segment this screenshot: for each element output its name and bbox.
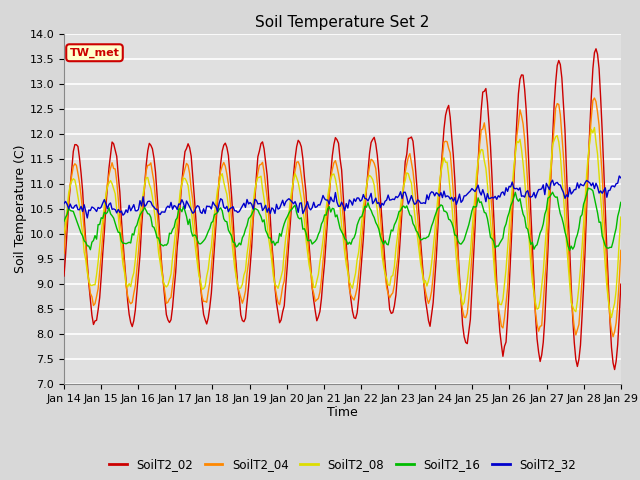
SoilT2_08 — [244, 240, 252, 246]
SoilT2_16 — [617, 200, 625, 205]
SoilT2_32 — [255, 201, 263, 206]
SoilT2_04 — [609, 334, 617, 340]
Line: SoilT2_04: SoilT2_04 — [64, 98, 621, 337]
SoilT2_02 — [617, 281, 625, 287]
SoilT2_04 — [226, 196, 234, 202]
SoilT2_08 — [60, 230, 68, 236]
SoilT2_32 — [617, 175, 625, 180]
SoilT2_08 — [129, 276, 136, 281]
SoilT2_04 — [303, 236, 311, 241]
Line: SoilT2_16: SoilT2_16 — [64, 188, 621, 251]
Line: SoilT2_02: SoilT2_02 — [64, 49, 621, 370]
SoilT2_32 — [588, 183, 595, 189]
SoilT2_32 — [246, 200, 254, 205]
SoilT2_08 — [607, 314, 615, 320]
SoilT2_08 — [591, 125, 598, 131]
SoilT2_16 — [226, 230, 234, 236]
SoilT2_02 — [303, 215, 311, 221]
Text: TW_met: TW_met — [70, 48, 120, 58]
Y-axis label: Soil Temperature (C): Soil Temperature (C) — [13, 144, 27, 273]
SoilT2_02 — [129, 324, 136, 329]
SoilT2_16 — [60, 218, 68, 224]
SoilT2_16 — [303, 238, 311, 243]
SoilT2_02 — [226, 172, 234, 178]
SoilT2_02 — [60, 273, 68, 279]
SoilT2_08 — [303, 249, 311, 254]
SoilT2_02 — [592, 46, 600, 52]
SoilT2_04 — [254, 170, 262, 176]
SoilT2_04 — [244, 260, 252, 265]
SoilT2_04 — [617, 248, 625, 253]
SoilT2_32 — [83, 215, 91, 221]
Legend: SoilT2_02, SoilT2_04, SoilT2_08, SoilT2_16, SoilT2_32: SoilT2_02, SoilT2_04, SoilT2_08, SoilT2_… — [104, 454, 580, 476]
SoilT2_08 — [586, 139, 594, 144]
SoilT2_04 — [129, 300, 136, 305]
SoilT2_08 — [254, 175, 262, 180]
SoilT2_02 — [611, 367, 618, 372]
SoilT2_04 — [591, 95, 598, 101]
SoilT2_02 — [586, 126, 594, 132]
SoilT2_08 — [226, 221, 234, 227]
SoilT2_02 — [254, 154, 262, 159]
SoilT2_32 — [130, 202, 138, 207]
SoilT2_02 — [244, 284, 252, 289]
Title: Soil Temperature Set 2: Soil Temperature Set 2 — [255, 15, 429, 30]
Line: SoilT2_08: SoilT2_08 — [64, 128, 621, 317]
SoilT2_04 — [586, 134, 594, 140]
SoilT2_32 — [60, 201, 68, 206]
SoilT2_16 — [584, 185, 592, 191]
SoilT2_32 — [305, 205, 313, 211]
SoilT2_32 — [616, 173, 623, 179]
SoilT2_04 — [60, 251, 68, 256]
SoilT2_16 — [566, 248, 573, 253]
SoilT2_32 — [228, 205, 236, 211]
SoilT2_16 — [589, 188, 596, 194]
SoilT2_16 — [129, 231, 136, 237]
Line: SoilT2_32: SoilT2_32 — [64, 176, 621, 218]
SoilT2_16 — [244, 216, 252, 221]
X-axis label: Time: Time — [327, 407, 358, 420]
SoilT2_08 — [617, 214, 625, 220]
SoilT2_16 — [254, 207, 262, 213]
